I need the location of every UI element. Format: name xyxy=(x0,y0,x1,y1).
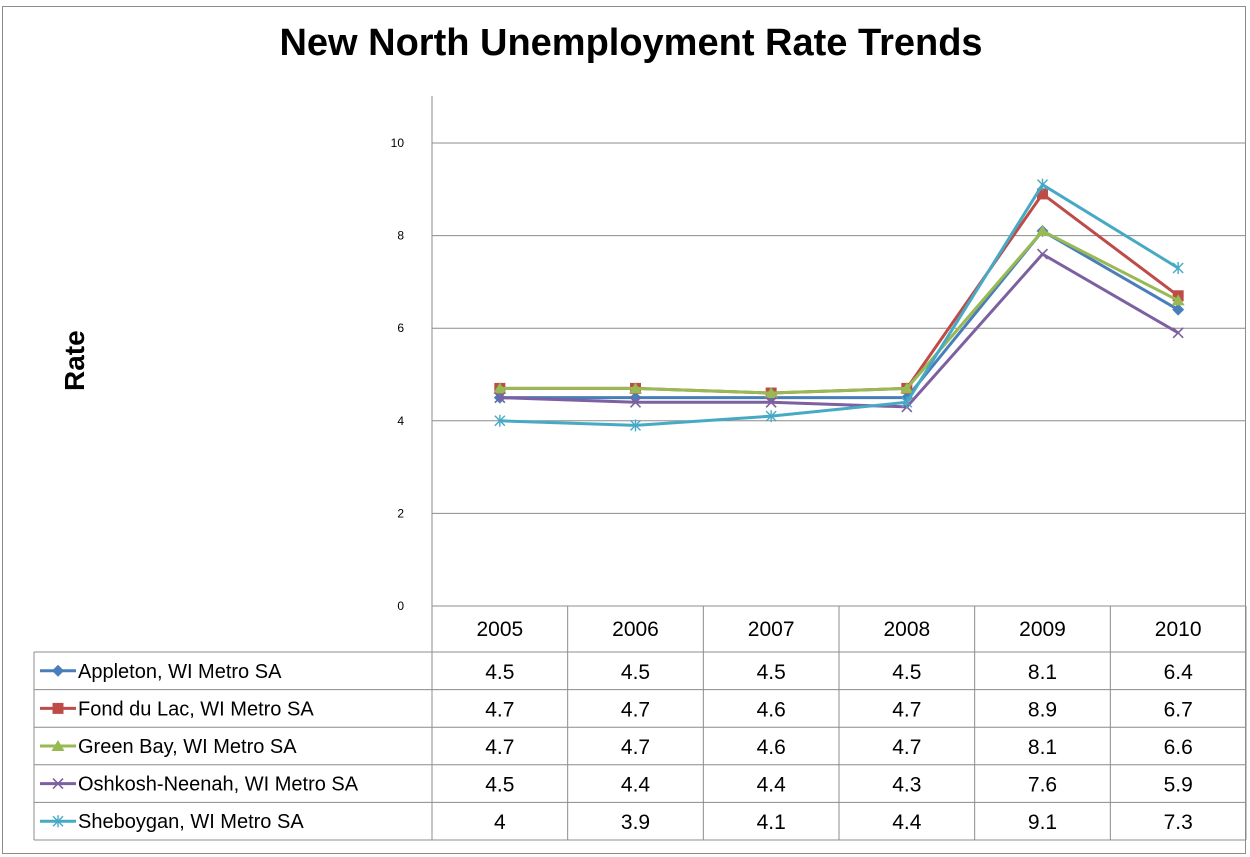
y-tick-label: 8 xyxy=(397,229,404,243)
table-cell-value: 4.4 xyxy=(621,774,651,797)
table-cell-value: 4.5 xyxy=(757,661,786,684)
chart-frame xyxy=(2,6,1246,854)
data-point xyxy=(1172,262,1184,275)
legend-key-marker xyxy=(52,664,64,677)
table-cell-value: 4.3 xyxy=(892,774,921,797)
series-line xyxy=(499,229,1179,400)
legend-series-name: Appleton, WI Metro SA xyxy=(78,661,282,683)
legend-key-marker xyxy=(52,702,64,714)
series-1 xyxy=(494,188,1184,399)
data-point xyxy=(1172,303,1185,316)
table-cell-value: 4.5 xyxy=(621,661,650,684)
table-cell-value: 4.7 xyxy=(621,698,650,721)
legend-series-name: Sheboygan, WI Metro SA xyxy=(78,811,304,833)
y-tick-label: 10 xyxy=(391,136,405,150)
table-cell-value: 4 xyxy=(494,811,506,834)
x-category-label: 2005 xyxy=(476,618,523,641)
table-cell-value: 4.4 xyxy=(892,811,922,834)
data-table: 2005 2006 2007 2008 2009 2010 Appleton, WI Met… xyxy=(33,605,1247,841)
series-3 xyxy=(494,248,1184,413)
chart-title: New North Unemployment Rate Trends xyxy=(279,22,983,64)
data-point xyxy=(494,414,506,427)
series-2 xyxy=(493,224,1185,399)
legend-key-marker xyxy=(52,778,64,790)
x-category-label: 2007 xyxy=(748,618,795,641)
table-cell-value: 8.9 xyxy=(1028,698,1057,721)
table-cell-value: 8.1 xyxy=(1028,736,1057,759)
table-cell-value: 4.7 xyxy=(485,736,514,759)
data-point xyxy=(1036,248,1049,260)
series-line xyxy=(499,183,1179,427)
gridlines: 0 2 4 6 8 10 xyxy=(391,96,1246,613)
table-cell-value: 7.6 xyxy=(1028,774,1057,797)
data-point xyxy=(764,387,778,399)
data-point xyxy=(629,382,642,394)
x-category-label: 2008 xyxy=(883,618,930,641)
data-point xyxy=(900,382,914,394)
table-cell-value: 8.1 xyxy=(1028,661,1057,684)
x-category-label: 2010 xyxy=(1155,618,1202,641)
data-point xyxy=(765,396,777,408)
series-4 xyxy=(494,178,1184,432)
y-tick-label: 6 xyxy=(397,321,404,335)
legend-series-name: Oshkosh-Neenah, WI Metro SA xyxy=(78,774,359,796)
table-cell-value: 6.6 xyxy=(1164,736,1193,759)
table-cell-value: 4.5 xyxy=(892,661,921,684)
legend-key-marker xyxy=(51,740,65,751)
table-cell-value: 6.7 xyxy=(1164,698,1193,721)
table-cell-value: 4.1 xyxy=(757,811,786,834)
data-point xyxy=(630,419,641,432)
table-cell-value: 5.9 xyxy=(1164,774,1193,797)
data-point xyxy=(494,392,506,404)
table-cell-value: 4.7 xyxy=(621,736,650,759)
table-cell-value: 4.6 xyxy=(757,698,786,721)
series-lines xyxy=(493,178,1185,432)
table-cell-value: 4.6 xyxy=(757,736,786,759)
data-point xyxy=(765,410,777,423)
table-cell-value: 6.4 xyxy=(1164,661,1194,684)
y-tick-label: 2 xyxy=(397,506,404,520)
legend-series-name: Green Bay, WI Metro SA xyxy=(78,736,297,758)
table-cell-value: 4.7 xyxy=(485,698,514,721)
x-category-label: 2009 xyxy=(1019,618,1066,641)
series-line xyxy=(499,229,1179,395)
data-point xyxy=(493,382,507,394)
series-line xyxy=(499,252,1179,409)
table-cell-value: 4.5 xyxy=(485,774,514,797)
data-point xyxy=(629,391,642,404)
table-cell-value: 4.7 xyxy=(892,736,921,759)
data-point xyxy=(1172,327,1184,339)
data-point xyxy=(1037,178,1048,191)
legend-series-name: Fond du Lac, WI Metro SA xyxy=(78,698,314,720)
table-cell-value: 3.9 xyxy=(621,811,650,834)
table-cell-value: 4.7 xyxy=(892,698,921,721)
table-cell-value: 9.1 xyxy=(1028,811,1057,834)
data-point xyxy=(901,396,913,409)
data-point xyxy=(1037,188,1048,200)
table-cell-value: 4.5 xyxy=(485,661,514,684)
data-point xyxy=(1036,224,1049,236)
x-category-label: 2006 xyxy=(612,618,659,641)
data-point xyxy=(629,396,642,408)
y-tick-label: 0 xyxy=(397,599,404,613)
legend-key-marker xyxy=(52,815,64,828)
series-line xyxy=(499,192,1180,395)
table-cell-value: 7.3 xyxy=(1164,811,1193,834)
data-point xyxy=(1171,294,1185,306)
table-cell-value: 4.4 xyxy=(757,774,787,797)
y-tick-label: 4 xyxy=(397,414,404,428)
